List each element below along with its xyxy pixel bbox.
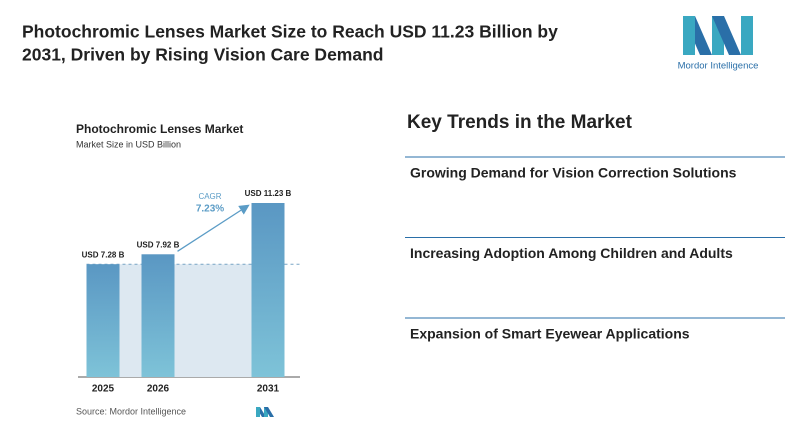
bar	[251, 203, 285, 377]
page-title: 2031, Driven by Rising Vision Care Deman…	[22, 45, 383, 65]
bar	[86, 264, 120, 377]
trend-item: Increasing Adoption Among Children and A…	[410, 245, 733, 261]
trends-list: Growing Demand for Vision Correction Sol…	[405, 156, 785, 342]
cagr-value: 7.23%	[196, 204, 224, 215]
trend-item: Expansion of Smart Eyewear Applications	[410, 326, 690, 342]
logo	[683, 16, 753, 55]
logo-text: Mordor Intelligence	[678, 61, 759, 72]
value-label: USD 11.23 B	[245, 189, 292, 198]
cagr-label: CAGR	[198, 192, 221, 201]
trend-item: Growing Demand for Vision Correction Sol…	[410, 165, 737, 181]
page-title: Photochromic Lenses Market Size to Reach…	[22, 22, 558, 42]
chart-title: Photochromic Lenses Market	[76, 122, 243, 136]
source: Source: Mordor Intelligence	[76, 406, 186, 416]
chart-subtitle: Market Size in USD Billion	[76, 139, 181, 149]
chart: Photochromic Lenses Market Market Size i…	[76, 122, 300, 417]
x-tick-label: 2031	[257, 384, 280, 395]
value-label: USD 7.92 B	[137, 240, 180, 249]
small-logo	[256, 407, 274, 417]
x-tick-label: 2026	[147, 384, 170, 395]
value-label: USD 7.28 B	[82, 250, 125, 259]
bar	[141, 254, 175, 377]
cagr-arrow	[177, 204, 250, 252]
x-tick-label: 2025	[92, 384, 115, 395]
trends-title: Key Trends in the Market	[407, 112, 633, 133]
